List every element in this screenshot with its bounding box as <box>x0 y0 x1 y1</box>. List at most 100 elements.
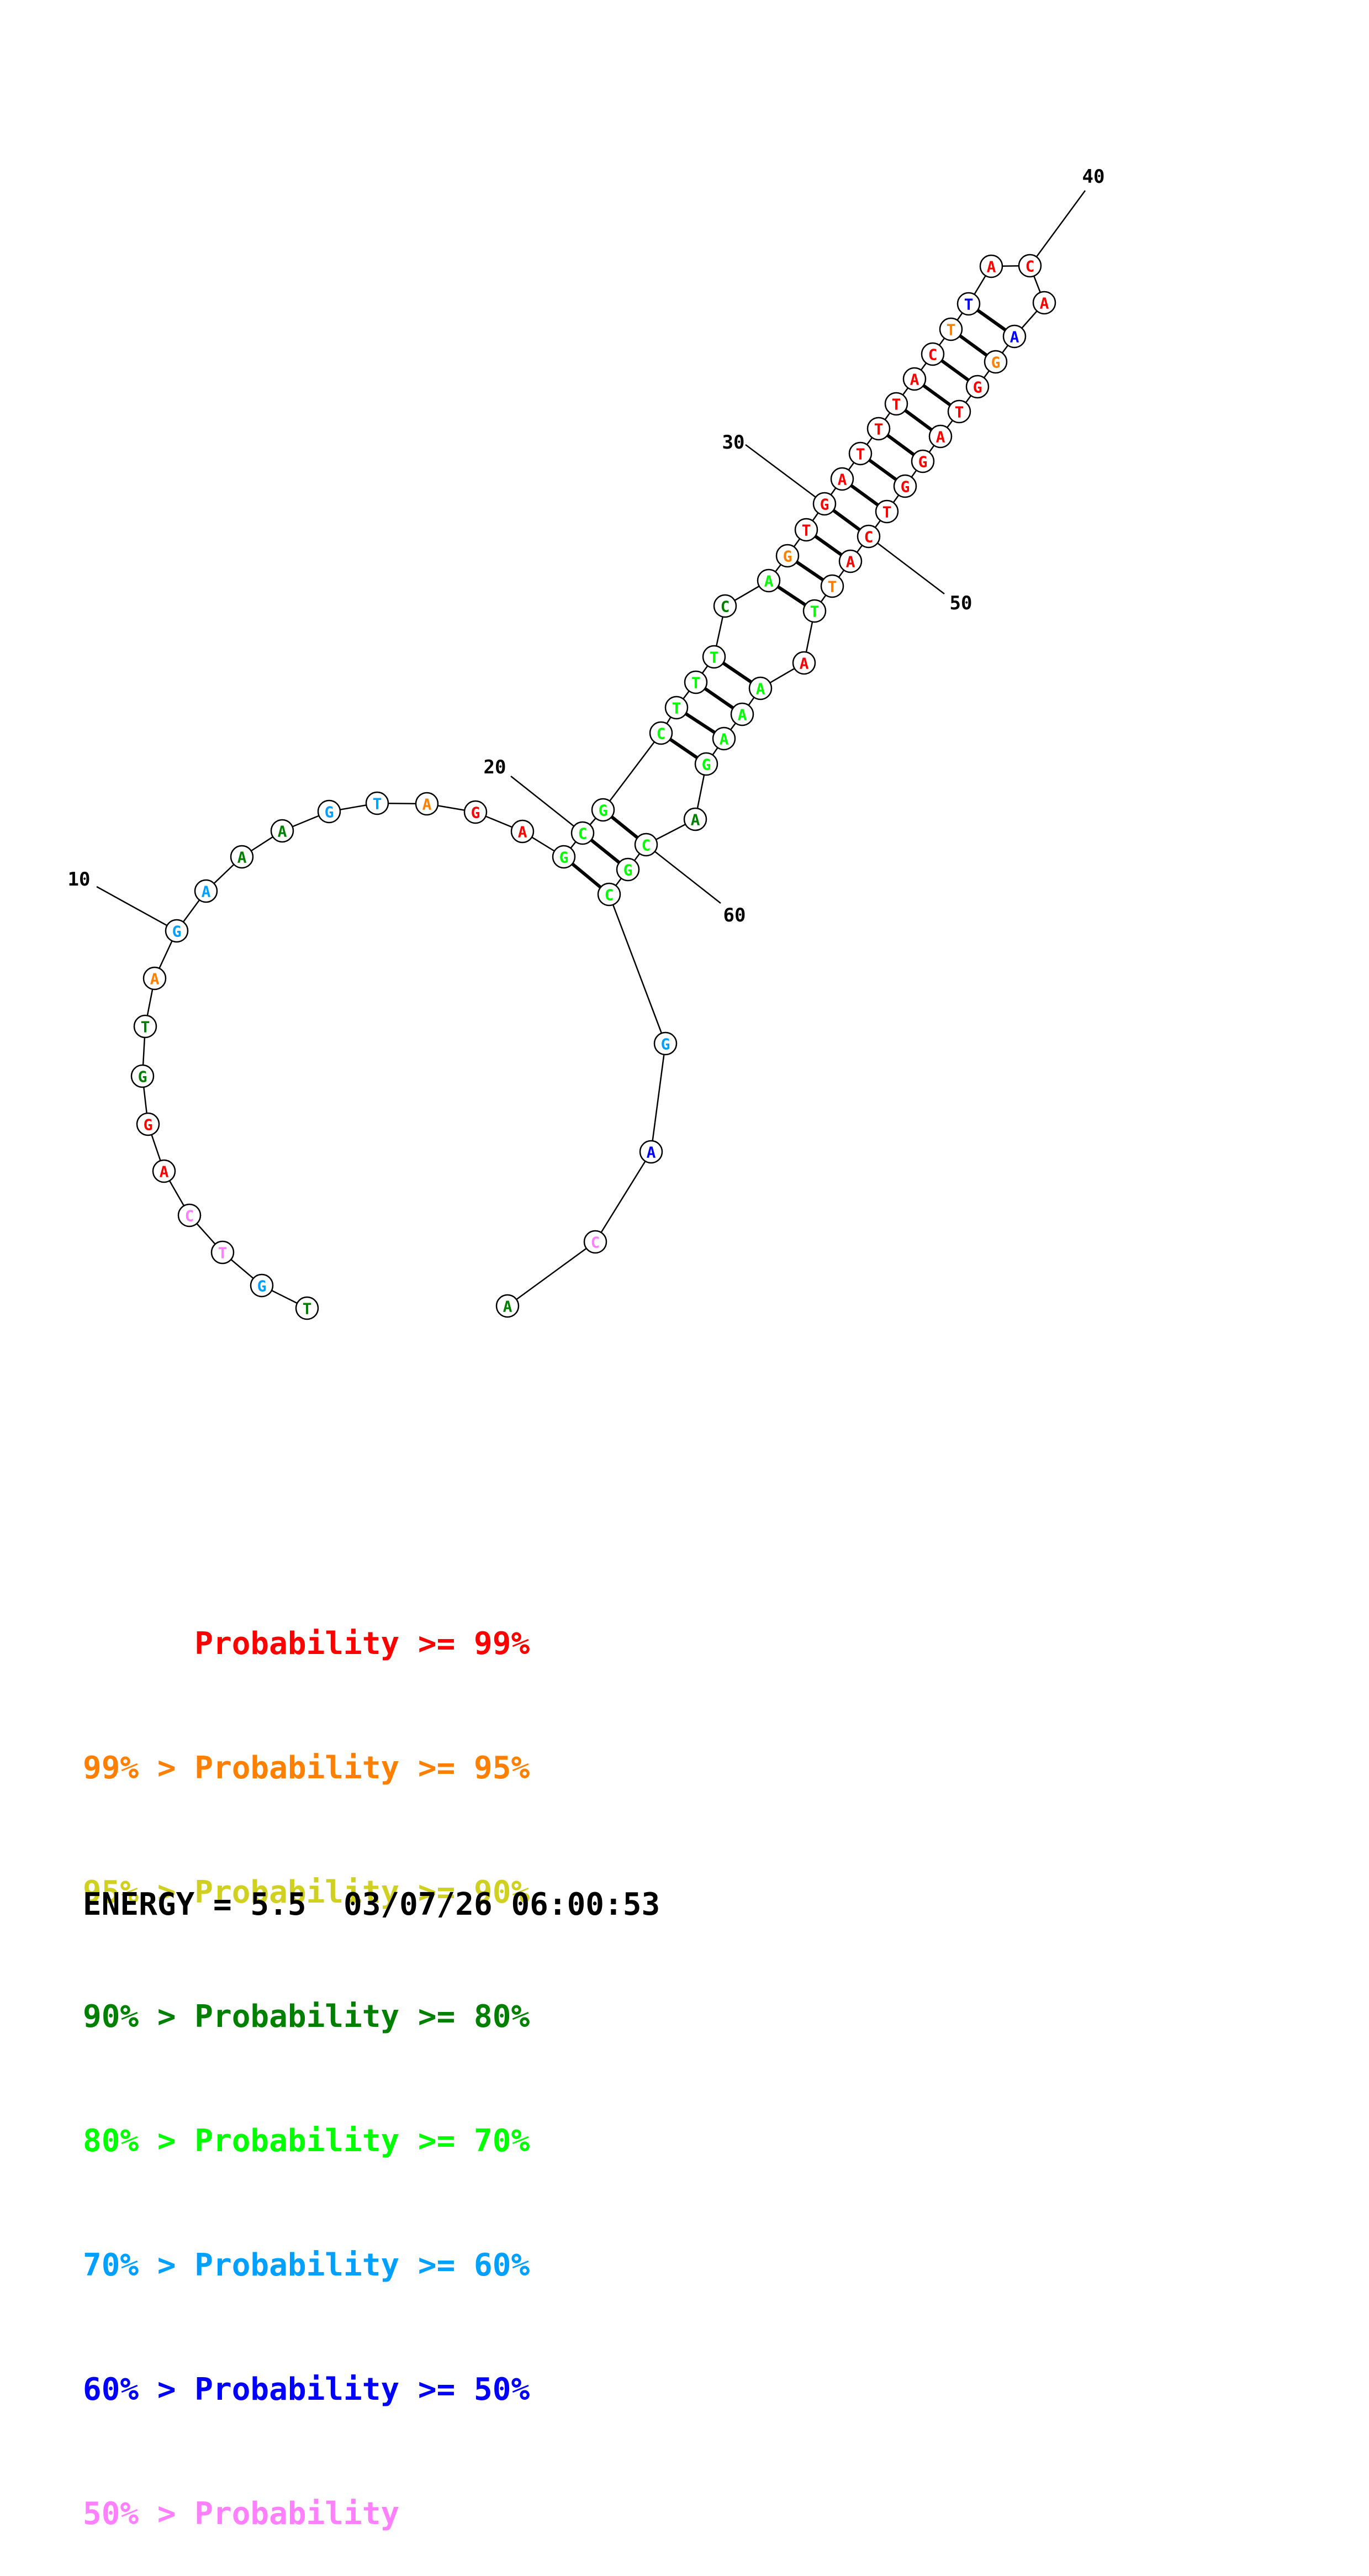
nucleotide-45: T <box>947 399 971 424</box>
nucleotide-circle <box>794 518 818 542</box>
nucleotide-circle <box>712 726 736 751</box>
nucleotide-54: A <box>792 651 816 675</box>
nucleotide-circle <box>250 1273 274 1298</box>
nucleotide-base: A <box>278 823 287 841</box>
nucleotide-base: G <box>783 547 792 566</box>
nucleotide-base: A <box>518 823 527 841</box>
nucleotide-circle <box>616 857 640 882</box>
nucleotide-circle <box>838 549 863 573</box>
nucleotide-circle <box>730 702 754 726</box>
nucleotide-circle <box>317 799 341 824</box>
nucleotide-32: T <box>848 441 873 466</box>
nucleotide-base: G <box>820 496 829 514</box>
nucleotide-circle <box>210 1240 235 1265</box>
nucleotide-46: A <box>928 424 953 449</box>
nucleotide-27: A <box>757 568 781 593</box>
nucleotide-9: A <box>142 966 167 991</box>
tick-label-50: 50 <box>950 592 972 614</box>
base-pair-bonds <box>563 302 1016 896</box>
nucleotide-6: G <box>136 1112 160 1136</box>
nucleotide-circle <box>495 1294 520 1318</box>
nucleotide-base: A <box>237 849 247 867</box>
nucleotide-39: A <box>979 254 1003 278</box>
backbone-lines <box>141 265 1045 1309</box>
nucleotide-circle <box>911 449 935 473</box>
nucleotide-base: A <box>800 655 809 673</box>
nucleotide-base: A <box>764 572 774 591</box>
nucleotide-circle <box>634 833 658 857</box>
energy-footer: ENERGY = 5.5 03/07/26 06:00:53 <box>83 1887 660 1922</box>
nucleotide-base: T <box>802 521 811 540</box>
nucleotide-circle <box>684 670 708 694</box>
nucleotide-base: T <box>892 396 901 414</box>
nucleotide-base: A <box>691 811 700 829</box>
nucleotide-21: G <box>591 798 615 822</box>
legend-line-95: 99% > Probability >= 95% <box>83 1750 530 1786</box>
nucleotide-circle <box>748 676 773 700</box>
nucleotide-base: T <box>964 296 974 314</box>
nucleotide-base: T <box>141 1018 150 1036</box>
nucleotide-19: G <box>552 845 576 869</box>
nucleotide-36: C <box>921 342 945 366</box>
legend-line-60: 70% > Probability >= 60% <box>83 2247 530 2283</box>
nucleotide-base: T <box>691 674 701 692</box>
nucleotide-base: A <box>720 730 729 749</box>
nucleotide-40: C <box>1018 254 1042 278</box>
nucleotide-circle <box>702 645 726 669</box>
nucleotide-circle <box>875 499 899 524</box>
nucleotide-base: T <box>672 699 681 718</box>
nucleotide-circle <box>136 1112 160 1136</box>
nucleotide-base: G <box>901 478 910 496</box>
nucleotide-circle <box>295 1296 319 1320</box>
nucleotide-50: C <box>857 524 881 549</box>
nucleotide-20: C <box>570 821 595 845</box>
nucleotide-base: G <box>661 1035 670 1053</box>
legend-line-50: 60% > Probability >= 50% <box>83 2372 530 2408</box>
nucleotide-base: A <box>910 371 919 389</box>
nucleotide-circle <box>597 882 621 907</box>
nucleotide-base: G <box>973 378 982 397</box>
nucleotide-62: C <box>597 882 621 907</box>
nucleotide-circle <box>984 350 1008 374</box>
nucleotide-60: C <box>634 833 658 857</box>
nucleotide-circle <box>866 417 891 441</box>
nucleotide-8: T <box>133 1014 157 1039</box>
tick-line <box>745 444 825 505</box>
nucleotide-circle <box>415 792 439 816</box>
nucleotide-circle <box>583 1230 607 1254</box>
nucleotide-circle <box>713 594 737 618</box>
nucleotide-circle <box>830 467 854 491</box>
nucleotide-base: G <box>471 804 480 822</box>
nucleotide-base: C <box>657 725 666 743</box>
nucleotide-circle <box>939 317 963 341</box>
nucleotide-17: G <box>463 800 488 824</box>
nucleotide-65: C <box>583 1230 607 1254</box>
tick-label-10: 10 <box>68 868 91 891</box>
nucleotide-41: A <box>1032 291 1056 315</box>
nucleotide-base: C <box>721 598 730 616</box>
nucleotide-4: C <box>177 1203 202 1228</box>
nucleotide-2: G <box>250 1273 274 1298</box>
nucleotide-44: G <box>965 375 990 399</box>
backbone-segment <box>507 1241 596 1307</box>
nucleotide-base: C <box>864 528 874 546</box>
nucleotide-circle <box>177 1203 202 1228</box>
nucleotide-circle <box>902 367 927 391</box>
nucleotide-circle <box>570 821 595 845</box>
nucleotide-circle <box>142 966 167 991</box>
nucleotide-base: G <box>257 1277 267 1295</box>
nucleotide-circle <box>820 574 844 598</box>
nucleotide-61: G <box>616 857 640 882</box>
nucleotide-circle <box>979 254 1003 278</box>
nucleotide-52: T <box>820 574 844 598</box>
nucleotide-base: T <box>218 1244 228 1262</box>
nucleotide-circle <box>591 798 615 822</box>
nucleotide-1: T <box>295 1296 319 1320</box>
nucleotide-37: T <box>939 317 963 341</box>
tick-label-20: 20 <box>484 756 506 778</box>
nucleotide-base: A <box>987 258 996 276</box>
nucleotide-base: C <box>928 346 938 364</box>
nucleotide-base: C <box>642 836 651 855</box>
nucleotide-base: G <box>599 802 608 820</box>
